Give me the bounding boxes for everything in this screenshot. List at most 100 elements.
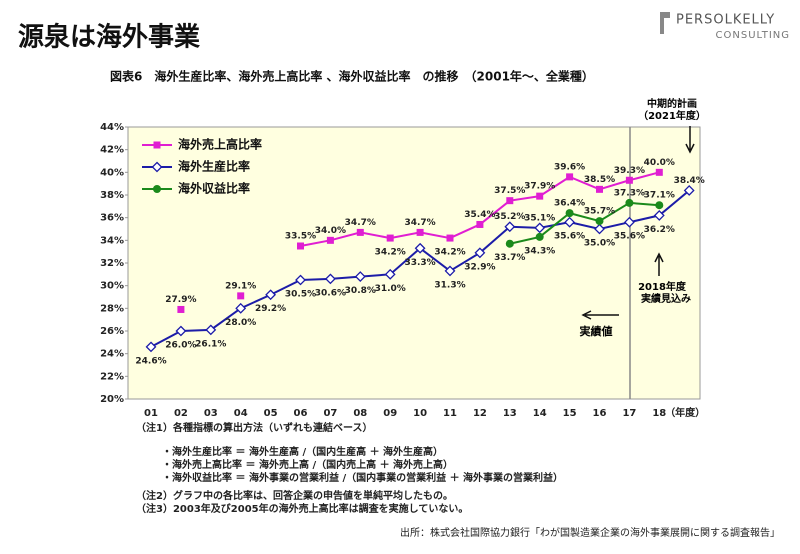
marker [324, 273, 336, 285]
marker [564, 216, 576, 228]
marker [623, 216, 635, 228]
marker [414, 242, 426, 254]
x-tick-label: 10 [413, 408, 427, 419]
arrow [581, 310, 619, 320]
y-tick-label: 38% [100, 190, 124, 201]
series-line [509, 201, 660, 245]
marker [536, 192, 544, 200]
marker [237, 292, 245, 300]
data-label: 34.0% [315, 226, 346, 236]
x-tick-label: 18 [652, 408, 666, 419]
marker [386, 234, 394, 242]
data-label: 26.1% [195, 339, 226, 349]
data-label: 37.5% [494, 186, 525, 196]
y-tick-label: 36% [100, 213, 124, 224]
data-label: 39.3% [614, 166, 645, 176]
logo-main: PERSOLKELLY [676, 13, 775, 28]
marker [153, 141, 161, 149]
marker [444, 265, 456, 277]
source: 出所：株式会社国際協力銀行「わが国製造業企業の海外事業展開に関する調査報告」 [400, 526, 780, 539]
data-label: 37.9% [524, 182, 555, 192]
data-label: 38.5% [584, 175, 615, 185]
x-tick-label: 01 [144, 408, 158, 419]
data-label: 29.2% [255, 304, 286, 314]
note: ・海外生産比率 ＝ 海外生産高 /（国内生産高 ＋ 海外生産高） [162, 445, 443, 458]
data-label: 34.7% [345, 218, 376, 228]
x-tick-label: 04 [234, 408, 248, 419]
x-tick-label: 08 [353, 408, 367, 419]
marker [235, 302, 247, 314]
marker [354, 271, 366, 283]
x-tick-label: 02 [174, 408, 188, 419]
y-tick-label: 42% [100, 145, 124, 156]
data-label: 27.9% [165, 295, 196, 305]
data-label: 32.9% [464, 262, 495, 272]
data-label: 38.4% [674, 176, 705, 186]
x-tick-label: 09 [383, 408, 397, 419]
annotation: 実績見込み [641, 292, 691, 305]
marker [416, 228, 424, 236]
marker [596, 185, 603, 193]
y-tick-label: 30% [100, 281, 124, 292]
y-tick-label: 28% [100, 303, 124, 314]
data-label: 39.6% [554, 162, 585, 172]
marker [326, 236, 334, 244]
marker [446, 234, 454, 242]
chart-title: 図表6 海外生産比率、海外売上高比率 、海外収益比率 の推移 （2001年～、全… [110, 69, 594, 84]
marker [625, 176, 633, 184]
marker [265, 289, 277, 301]
data-label: 36.2% [644, 225, 675, 235]
legend-label: 海外売上高比率 [178, 137, 262, 152]
y-tick-label: 34% [100, 235, 124, 246]
data-label: 35.2% [494, 212, 525, 222]
x-tick-label: 17 [622, 408, 636, 419]
x-tick-label: 14 [533, 408, 547, 419]
marker [384, 268, 396, 280]
note: ・海外収益比率 ＝ 海外事業の営業利益 /（国内事業の営業利益 ＋ 海外事業の営… [162, 471, 563, 484]
y-tick-label: 32% [100, 258, 124, 269]
note: （注2）グラフ中の各比率は、回答企業の申告値を単純平均したもの。 [136, 489, 453, 502]
marker [505, 239, 514, 248]
data-label: 34.7% [404, 218, 435, 228]
x-tick-label: 05 [264, 408, 278, 419]
x-axis-unit: （年度） [665, 406, 705, 419]
data-label: 37.1% [644, 191, 675, 201]
annotation: 実績値 [580, 324, 613, 338]
marker [145, 341, 157, 353]
logo: PERSOLKELLY CONSULTING [660, 12, 790, 41]
data-label: 30.5% [285, 290, 316, 300]
marker [594, 223, 605, 235]
marker [625, 198, 634, 207]
x-tick-label: 12 [473, 408, 487, 419]
data-label: 36.4% [554, 199, 585, 209]
annotation: 2018年度 [638, 280, 687, 293]
data-label: 31.3% [434, 280, 465, 290]
marker [295, 274, 306, 286]
marker [595, 217, 604, 226]
marker [506, 197, 514, 205]
data-label: 28.0% [225, 318, 256, 328]
y-tick-label: 22% [100, 371, 124, 382]
plot-area [127, 126, 701, 400]
data-label: 35.1% [524, 213, 555, 223]
logo-sub: CONSULTING [716, 30, 790, 41]
data-label: 30.8% [345, 286, 376, 296]
marker [297, 242, 304, 250]
x-tick-label: 16 [593, 408, 607, 419]
data-label: 29.1% [225, 281, 256, 291]
y-tick-label: 24% [100, 349, 124, 360]
data-label: 35.0% [584, 239, 615, 249]
x-tick-label: 03 [204, 408, 218, 419]
x-tick-label: 07 [323, 408, 337, 419]
marker [504, 221, 516, 233]
x-tick-label: 15 [563, 408, 577, 419]
x-tick-label: 11 [443, 408, 457, 419]
legend-label: 海外生産比率 [178, 159, 250, 174]
marker [683, 185, 695, 196]
marker [535, 232, 544, 241]
note: （注1）各種指標の算出方法（いずれも連結ベース） [136, 421, 372, 434]
data-label: 30.6% [315, 288, 346, 298]
data-label: 35.6% [554, 232, 585, 242]
data-label: 33.3% [404, 258, 435, 268]
logo-mark [664, 18, 670, 34]
